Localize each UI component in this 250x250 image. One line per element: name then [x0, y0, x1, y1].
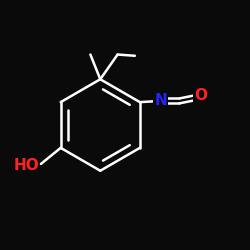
Text: N: N [154, 94, 167, 108]
Text: O: O [194, 88, 207, 104]
Text: HO: HO [14, 158, 40, 173]
